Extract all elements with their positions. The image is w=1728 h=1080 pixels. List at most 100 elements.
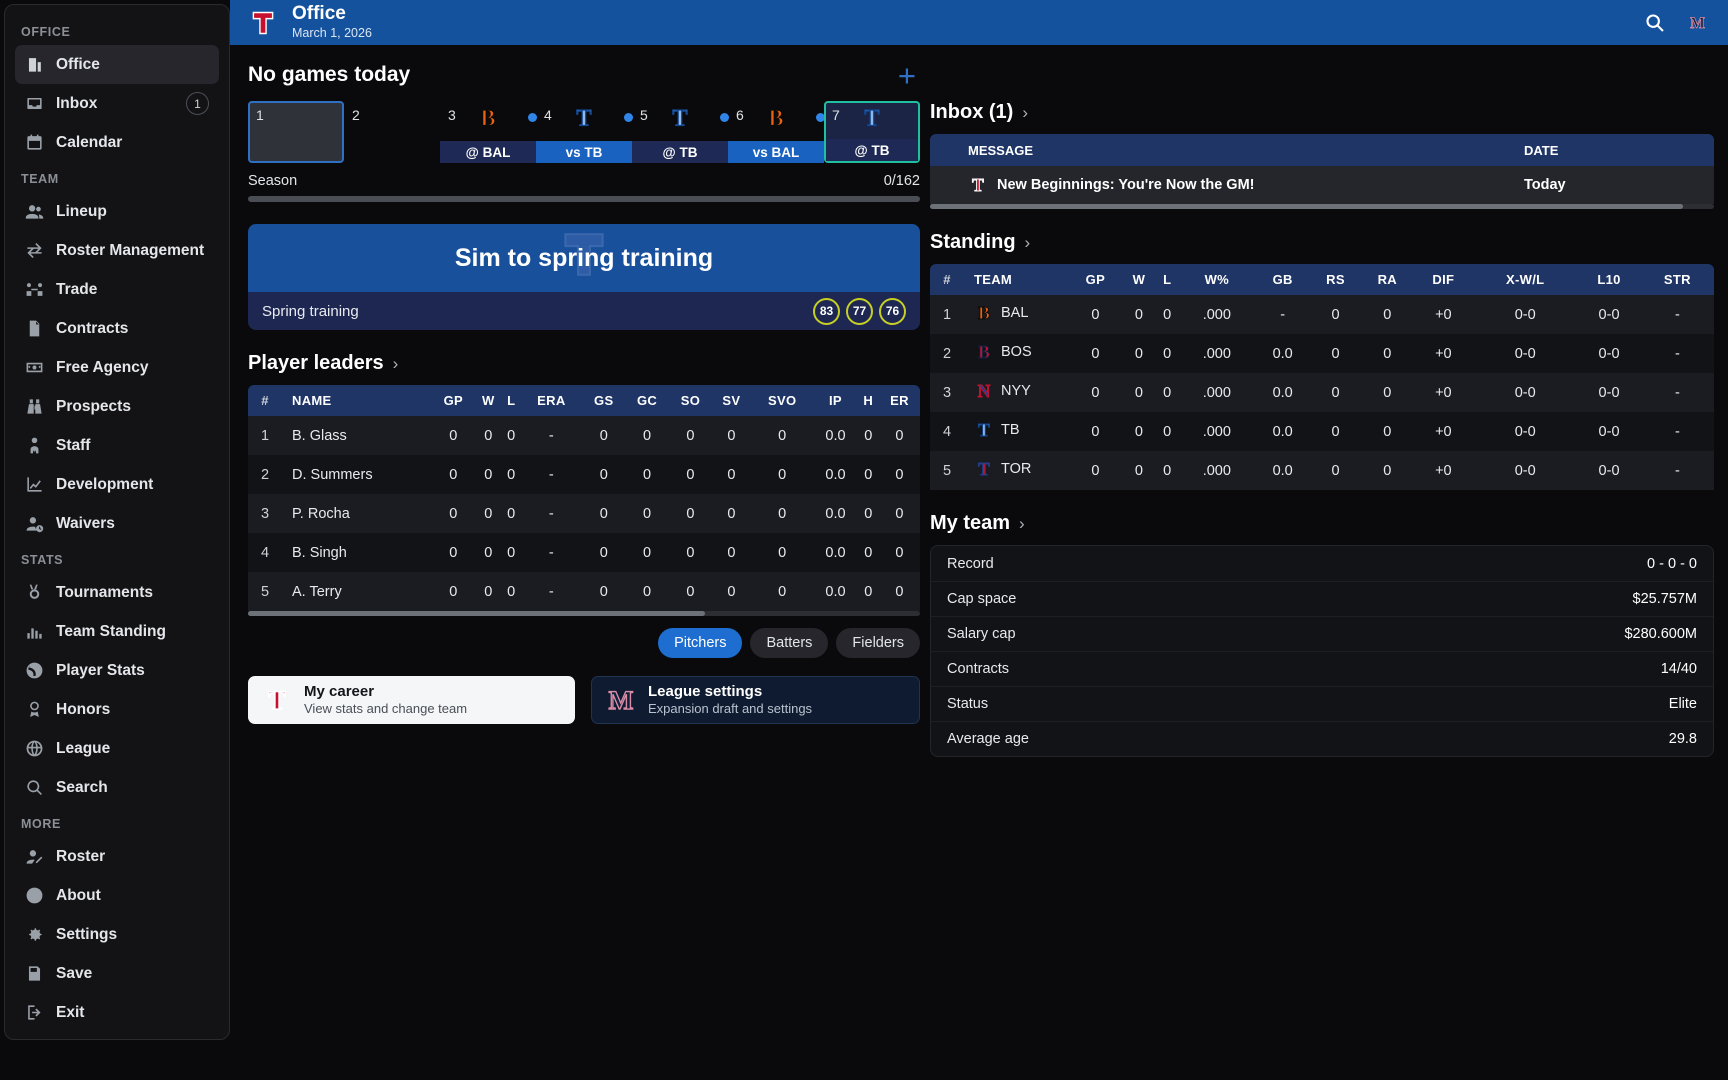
schedule-day-7[interactable]: 7 T @ TB bbox=[816, 101, 920, 163]
table-row[interactable]: 4 B. Singh 0 0 0-0 0 0 0 0 0.0 0 0 bbox=[248, 533, 920, 572]
column-header-gs[interactable]: GS bbox=[582, 385, 626, 416]
my-team-header[interactable]: My team › bbox=[930, 512, 1714, 535]
sidebar-item-staff[interactable]: Staff bbox=[15, 426, 219, 465]
sidebar-item-waivers[interactable]: Waivers bbox=[15, 504, 219, 543]
card-my-career[interactable]: T My career View stats and change team bbox=[248, 676, 575, 724]
add-button[interactable]: + bbox=[897, 57, 916, 93]
column-header-l[interactable]: L bbox=[1155, 264, 1179, 295]
column-header-w-[interactable]: W% bbox=[1178, 264, 1256, 295]
column-header-w[interactable]: W bbox=[1121, 264, 1156, 295]
sim-to-spring-training-button[interactable]: Sim to spring training bbox=[248, 224, 920, 292]
sidebar-item-inbox[interactable]: Inbox 1 bbox=[15, 84, 219, 123]
stat-cell: 0 bbox=[599, 466, 608, 483]
column-header-h[interactable]: H bbox=[857, 385, 879, 416]
sidebar-item-calendar[interactable]: Calendar bbox=[15, 123, 219, 162]
standing-header[interactable]: Standing › bbox=[930, 231, 1714, 254]
column-header-l10[interactable]: L10 bbox=[1577, 264, 1641, 295]
document-icon bbox=[25, 319, 44, 338]
exit-icon bbox=[25, 1003, 44, 1022]
sidebar-item-free-agency[interactable]: Free Agency bbox=[15, 348, 219, 387]
svg-text:B: B bbox=[978, 303, 990, 323]
stat-cell: 0 bbox=[643, 427, 652, 444]
table-row[interactable]: 2 B BOS 0 0 0.000 0.0 0 0 +0 0-0 0-0- bbox=[930, 334, 1714, 373]
schedule-day-5[interactable]: 5 T @ TB bbox=[624, 101, 728, 163]
schedule-day-2[interactable]: 2 bbox=[344, 101, 440, 163]
person-clock-icon bbox=[25, 514, 44, 533]
my-team-row-contracts: Contracts 14/40 bbox=[931, 651, 1713, 686]
schedule-day-3[interactable]: 3 B @ BAL bbox=[440, 101, 536, 163]
column-header-era[interactable]: ERA bbox=[520, 385, 583, 416]
sidebar-item-roster[interactable]: Roster bbox=[15, 837, 219, 876]
sidebar-item-about[interactable]: About bbox=[15, 876, 219, 915]
stat-cell: 0 bbox=[895, 466, 904, 483]
scrollbar-thumb[interactable] bbox=[930, 204, 1683, 209]
column-header-gc[interactable]: GC bbox=[625, 385, 670, 416]
inbox-scrollbar[interactable] bbox=[930, 204, 1714, 209]
column-header-gp[interactable]: GP bbox=[432, 385, 475, 416]
table-row[interactable]: 5 T TOR 0 0 0.000 0.0 0 0 +0 0-0 0-0- bbox=[930, 451, 1714, 490]
column-header--[interactable]: # bbox=[930, 264, 964, 295]
sidebar-item-trade[interactable]: Trade bbox=[15, 270, 219, 309]
sidebar-item-team-standing[interactable]: Team Standing bbox=[15, 612, 219, 651]
column-header-team[interactable]: TEAM bbox=[964, 264, 1069, 295]
column-header-gb[interactable]: GB bbox=[1255, 264, 1311, 295]
table-row[interactable]: 2 D. Summers 0 0 0-0 0 0 0 0 0.0 0 0 bbox=[248, 455, 920, 494]
table-row[interactable]: 4 T TB 0 0 0.000 0.0 0 0 +0 0-0 0-0- bbox=[930, 412, 1714, 451]
column-header-svo[interactable]: SVO bbox=[751, 385, 814, 416]
sidebar-item-contracts[interactable]: Contracts bbox=[15, 309, 219, 348]
schedule-dot-icon bbox=[720, 113, 729, 122]
column-header-ra[interactable]: RA bbox=[1360, 264, 1414, 295]
schedule-day-1[interactable]: 1 bbox=[248, 101, 344, 163]
column-header-name[interactable]: NAME bbox=[282, 385, 432, 416]
player-leaders-scrollbar[interactable] bbox=[248, 611, 920, 616]
sidebar-item-league[interactable]: League bbox=[15, 729, 219, 768]
tab-fielders[interactable]: Fielders bbox=[836, 628, 920, 658]
sidebar-item-prospects[interactable]: Prospects bbox=[15, 387, 219, 426]
column-header-dif[interactable]: DIF bbox=[1413, 264, 1474, 295]
stat-cell: - bbox=[1674, 423, 1680, 440]
table-row[interactable]: 1 B BAL 0 0 0 .000 - 0 0 +0 0-0 0-0 - bbox=[930, 295, 1714, 334]
sidebar-item-office[interactable]: Office bbox=[15, 45, 219, 84]
tab-batters[interactable]: Batters bbox=[750, 628, 829, 658]
sidebar-item-player-stats[interactable]: Player Stats bbox=[15, 651, 219, 690]
column-header-x-w-l[interactable]: X-W/L bbox=[1473, 264, 1578, 295]
sidebar-item-label: Contracts bbox=[56, 319, 129, 337]
sidebar-item-tournaments[interactable]: Tournaments bbox=[15, 573, 219, 612]
column-header-gp[interactable]: GP bbox=[1069, 264, 1122, 295]
sidebar-item-settings[interactable]: Settings bbox=[15, 915, 219, 954]
sidebar-item-save[interactable]: Save bbox=[15, 954, 219, 993]
column-header-so[interactable]: SO bbox=[669, 385, 712, 416]
table-row[interactable]: 3 N NYY 0 0 0.000 0.0 0 0 +0 0-0 0-0- bbox=[930, 373, 1714, 412]
stat-cell: 0 bbox=[1163, 306, 1172, 323]
table-row[interactable]: 5 A. Terry 0 0 0-0 0 0 0 0 0.0 0 0 bbox=[248, 572, 920, 611]
inbox-row[interactable]: T New Beginnings: You're Now the GM! Today bbox=[930, 166, 1714, 204]
league-logo-icon[interactable]: M bbox=[1687, 12, 1708, 33]
column-header-w[interactable]: W bbox=[474, 385, 503, 416]
sidebar-item-development[interactable]: Development bbox=[15, 465, 219, 504]
column-header-l[interactable]: L bbox=[502, 385, 521, 416]
stat-cell: 0 bbox=[864, 427, 873, 444]
sidebar-item-search[interactable]: Search bbox=[15, 768, 219, 807]
table-row[interactable]: 3 P. Rocha 0 0 0-0 0 0 0 0 0.0 0 0 bbox=[248, 494, 920, 533]
column-header--[interactable]: # bbox=[248, 385, 282, 416]
column-header-er[interactable]: ER bbox=[878, 385, 920, 416]
tab-pitchers[interactable]: Pitchers bbox=[658, 628, 743, 658]
search-icon[interactable] bbox=[1644, 12, 1665, 33]
column-header-sv[interactable]: SV bbox=[711, 385, 752, 416]
table-row[interactable]: 1 B. Glass 0 0 0-0 0 0 0 0 0.0 0 0 bbox=[248, 416, 920, 455]
card-league-settings[interactable]: M League settings Expansion draft and sett… bbox=[591, 676, 920, 724]
column-header-rs[interactable]: RS bbox=[1310, 264, 1361, 295]
team-abbrev: TOR bbox=[1001, 460, 1032, 477]
sidebar-item-lineup[interactable]: Lineup bbox=[15, 192, 219, 231]
sidebar-item-roster-management[interactable]: Roster Management bbox=[15, 231, 219, 270]
schedule-matchup-label: @ TB bbox=[826, 139, 918, 161]
inbox-header[interactable]: Inbox (1) › bbox=[930, 101, 1714, 124]
column-header-str[interactable]: STR bbox=[1640, 264, 1714, 295]
sidebar-item-exit[interactable]: Exit bbox=[15, 993, 219, 1032]
scrollbar-thumb[interactable] bbox=[248, 611, 705, 616]
column-header-ip[interactable]: IP bbox=[813, 385, 858, 416]
player-leaders-header[interactable]: Player leaders › bbox=[248, 352, 920, 375]
sidebar-item-honors[interactable]: Honors bbox=[15, 690, 219, 729]
